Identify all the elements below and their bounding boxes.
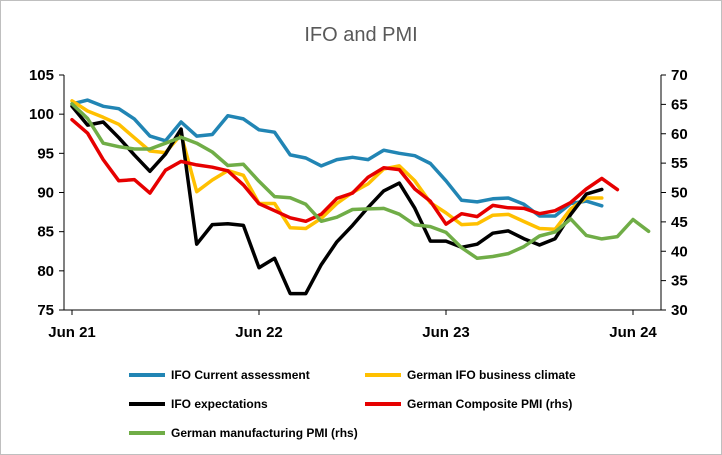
series-line-german-manufacturing-pmi-rhs <box>70 102 651 261</box>
y-left-tick-label: 105 <box>29 67 54 84</box>
y-left-tick-label: 95 <box>37 145 54 162</box>
x-tick-label: Jun 22 <box>235 324 283 341</box>
legend-label: German Composite PMI (rhs) <box>407 397 572 411</box>
x-tick-label: Jun 21 <box>48 324 96 341</box>
x-tick-label: Jun 24 <box>609 324 657 341</box>
legend: IFO Current assessment German IFO busines… <box>129 368 576 440</box>
y-right-tick-label: 70 <box>671 67 688 84</box>
y-left-tick-label: 75 <box>37 302 54 319</box>
series-line-ifo-expectations <box>70 104 604 296</box>
y-right-tick-label: 30 <box>671 302 688 319</box>
y-left-tick-label: 100 <box>29 106 54 123</box>
series-layer <box>70 98 651 296</box>
y-right-tick-label: 35 <box>671 273 688 290</box>
legend-label: German manufacturing PMI (rhs) <box>171 426 358 440</box>
y-left-tick-label: 90 <box>37 185 54 202</box>
y-right-tick-label: 55 <box>671 155 688 172</box>
series-line-german-ifo-business-climate <box>70 99 604 232</box>
y-right-tick-label: 65 <box>671 96 688 113</box>
axes-group: 75 80 85 90 95 100 105 30 35 40 45 50 55 60 65 70 Jun 21… <box>29 67 688 341</box>
x-tick-label: Jun 23 <box>422 324 470 341</box>
y-right-tick-label: 45 <box>671 214 688 231</box>
y-right-tick-label: 50 <box>671 185 688 202</box>
legend-label: IFO Current assessment <box>171 368 310 382</box>
y-left-tick-label: 85 <box>37 224 54 241</box>
series-line-german-composite-pmi-rhs <box>70 117 620 226</box>
legend-label: IFO expectations <box>171 397 268 411</box>
y-right-tick-label: 60 <box>671 126 688 143</box>
series-line-ifo-current-assessment <box>70 98 604 218</box>
legend-label: German IFO business climate <box>407 368 576 382</box>
chart-title: IFO and PMI <box>304 24 417 46</box>
y-right-tick-label: 40 <box>671 243 688 260</box>
y-left-tick-label: 80 <box>37 263 54 280</box>
